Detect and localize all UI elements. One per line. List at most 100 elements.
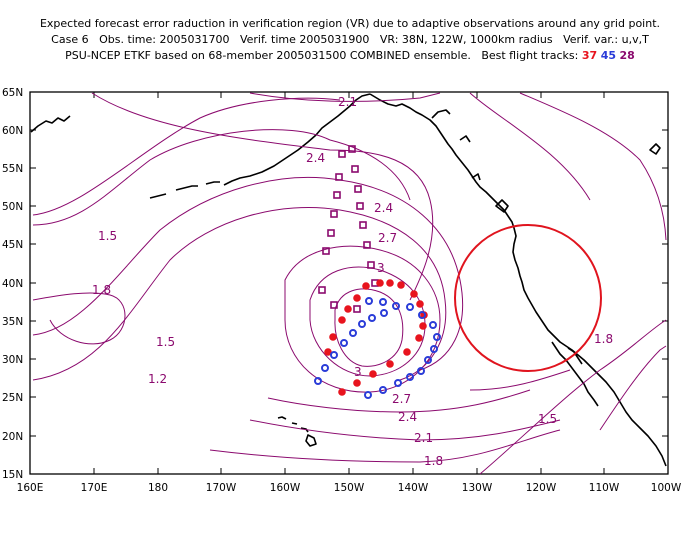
contour-east-lower [599, 345, 667, 431]
contour-top [249, 92, 441, 102]
contour-2-4-south [267, 389, 531, 413]
track-blue-marker [358, 320, 366, 328]
contour-1-8-south [209, 429, 561, 463]
track-red-marker [376, 279, 384, 287]
y-label-30n: 30N [2, 354, 23, 366]
track-red-marker [353, 379, 361, 387]
track-purple-marker [353, 305, 361, 313]
title-line-3: PSU-NCEP ETKF based on 68-member 2005031… [0, 49, 700, 62]
track-red-marker [415, 334, 423, 342]
track-purple-markers [318, 145, 379, 313]
contour-1-8-east [469, 369, 571, 391]
aleutian-islands-east [205, 181, 220, 185]
track-purple-marker [330, 301, 338, 309]
y-label-55n: 55N [2, 163, 23, 175]
contour-east-upper [519, 92, 667, 241]
track-purple-marker [333, 191, 341, 199]
y-axis-labels: 65N 60N 55N 50N 45N 40N 35N 30N 25N 20N … [2, 87, 23, 481]
track-blue-marker [429, 321, 437, 329]
west-coast-north-america [369, 93, 667, 467]
x-label-100w: 100W [651, 482, 682, 494]
axis-ticks [29, 91, 669, 475]
track-purple-marker [351, 165, 359, 173]
track-blue-marker [406, 373, 414, 381]
contour-label-2-4-s: 2.4 [398, 410, 417, 424]
hawaii-big-island [305, 434, 317, 447]
y-label-35n: 35N [2, 316, 23, 328]
contour-label-3-n: 3 [377, 261, 385, 275]
aleutian-islands-mid [175, 185, 198, 191]
track-purple-marker [354, 185, 362, 193]
track-purple-marker [367, 261, 375, 269]
contour-label-1-5-w: 1.5 [98, 229, 117, 243]
contour-2-1-south [249, 419, 561, 441]
track-blue-marker [364, 391, 372, 399]
x-label-120w: 120W [526, 482, 557, 494]
y-label-25n: 25N [2, 392, 23, 404]
x-label-140w: 140W [398, 482, 429, 494]
map-frame [29, 91, 669, 475]
track-blue-marker [406, 303, 414, 311]
baja-california-coast [551, 341, 599, 407]
y-label-15n: 15N [2, 469, 23, 481]
gulf-of-california [567, 347, 583, 365]
track-red-marker [403, 348, 411, 356]
hawaii-maui [300, 427, 309, 433]
track-blue-marker [392, 302, 400, 310]
kamchatka-coast [30, 115, 71, 133]
contour-northwest [32, 97, 341, 216]
contour-label-1-8-e: 1.8 [594, 332, 613, 346]
track-red-markers [324, 279, 428, 396]
track-red-marker [324, 348, 332, 356]
track-blue-marker [433, 333, 441, 341]
contour-label-1-5-sw: 1.5 [156, 335, 175, 349]
track-purple-marker [327, 229, 335, 237]
track-red-count: 37 [581, 49, 598, 62]
hudson-island [649, 143, 661, 155]
track-red-marker [416, 300, 424, 308]
track-red-marker [397, 281, 405, 289]
x-label-170w: 170W [206, 482, 237, 494]
track-blue-marker [380, 309, 388, 317]
y-label-40n: 40N [2, 278, 23, 290]
contour-label-1-2: 1.2 [148, 372, 167, 386]
track-red-marker [410, 290, 418, 298]
track-blue-marker [394, 379, 402, 387]
contour-label-2-7-n: 2.7 [378, 231, 397, 245]
track-blue-marker [430, 345, 438, 353]
contour-label-2-4-n: 2.4 [374, 201, 393, 215]
alaska-panhandle-island [459, 135, 471, 143]
alaska-islands [431, 109, 451, 119]
track-red-marker [386, 360, 394, 368]
track-blue-marker [365, 297, 373, 305]
contour-label-1-8-s: 1.8 [424, 454, 443, 468]
contour-small-oval [32, 292, 126, 345]
verification-region-circle [454, 224, 602, 372]
x-label-150w: 150W [334, 482, 365, 494]
contour-labels: 2.1 2.4 2.4 2.7 1.5 1.8 1.5 1.2 3 3 2.7 … [92, 95, 613, 468]
track-blue-count: 45 [600, 49, 616, 62]
contour-label-2-1-s: 2.1 [414, 431, 433, 445]
track-blue-marker [330, 351, 338, 359]
contour-label-2-4-nw: 2.4 [306, 151, 325, 165]
track-blue-marker [368, 314, 376, 322]
track-blue-marker [340, 339, 348, 347]
hawaii-kauai [277, 416, 287, 420]
track-blue-marker [379, 386, 387, 394]
aleutian-islands-west [149, 193, 167, 199]
contour-label-2-1-top: 2.1 [338, 95, 357, 109]
track-blue-marker [349, 329, 357, 337]
track-red-marker [353, 294, 361, 302]
x-label-170e: 170E [81, 482, 108, 494]
x-label-160e: 160E [17, 482, 44, 494]
track-blue-marker [417, 367, 425, 375]
y-label-20n: 20N [2, 431, 23, 443]
track-purple-marker [335, 173, 343, 181]
vancouver-island [495, 199, 509, 213]
contour-1-5-east [479, 319, 667, 475]
track-blue-marker [379, 298, 387, 306]
track-purple-marker [322, 247, 330, 255]
x-label-130w: 130W [462, 482, 493, 494]
contour-label-1-8-w: 1.8 [92, 283, 111, 297]
